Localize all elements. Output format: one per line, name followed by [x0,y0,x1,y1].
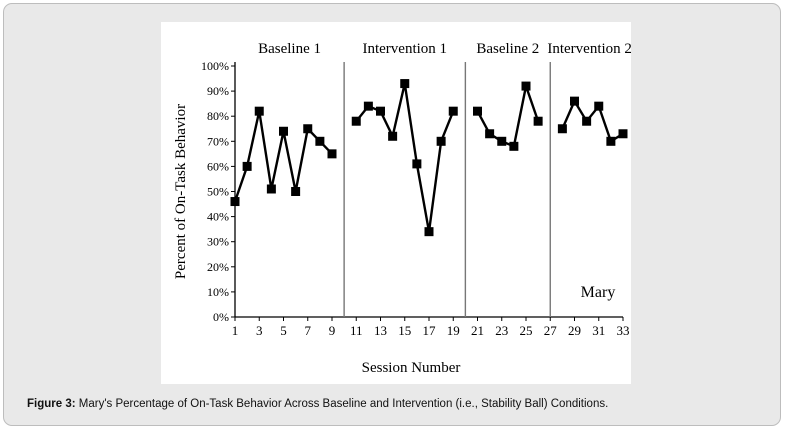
data-point [254,106,264,116]
data-point [351,116,361,126]
y-tick-label: 50% [207,185,229,199]
phase-label: Intervention 2 [547,41,631,57]
x-tick-label: 1 [232,323,239,338]
y-tick-label: 60% [207,159,229,173]
data-point [303,124,313,134]
x-tick-label: 7 [305,323,312,338]
data-point [279,126,288,136]
data-point [242,161,252,171]
x-tick-label: 23 [495,323,508,338]
data-point [315,136,325,146]
series-line [233,110,333,202]
data-point [533,116,543,126]
participant-annotation: Mary [581,284,616,301]
x-tick-label: 11 [350,323,363,338]
data-point [485,129,495,139]
x-tick-label: 19 [447,323,460,338]
chart-area: 0% 10% 20% 30% 40% 50% 60% 70% 80% 90% 100% 1 3 5 7 9 11… [161,22,631,384]
figure-card: 0% 10% 20% 30% 40% 50% 60% 70% 80% 90% 100% 1 3 5 7 9 11… [3,3,781,426]
y-tick-label: 20% [207,260,229,274]
data-point [448,106,458,116]
on-task-behavior-chart: 0%10%20%30%40%50%60%70%80%90%100%1 3 5 7 9 11… [173,41,631,376]
data-point [266,184,276,194]
figure-caption: Figure 3: Mary's Percentage of On-Task B… [27,398,608,410]
data-point [497,136,507,146]
data-point [473,106,482,116]
phase-label: Baseline 2 [476,41,539,57]
data-point [436,136,446,146]
phase-label: Baseline 1 [258,41,321,57]
x-tick-label: 33 [617,323,630,338]
y-tick-label: 100% [201,59,229,73]
y-tick-label: 0% [213,310,229,324]
data-point [606,136,616,146]
y-tick-label: 30% [207,235,229,249]
x-tick-label: 13 [374,323,387,338]
phase-label: Intervention 1 [362,41,447,57]
caption-label: Figure 3: [27,398,76,410]
data-point [412,159,422,169]
data-point [618,129,628,139]
data-point [557,124,567,134]
x-tick-label: 3 [256,323,263,338]
series-line [561,98,624,144]
data-point [291,187,301,196]
data-point [582,116,592,126]
x-tick-label: 29 [568,323,581,338]
data-point [521,81,531,91]
data-point [363,101,373,111]
y-tick-label: 10% [207,285,229,299]
data-point [400,79,410,89]
data-point [570,96,579,106]
x-tick-label: 31 [592,323,605,338]
x-tick-label: 25 [520,323,533,338]
y-tick-label: 80% [207,109,229,123]
y-axis-title: Percent of On-Task Behavior [173,104,189,279]
data-point [509,141,519,151]
y-tick-label: 70% [207,134,229,148]
data-point [388,131,398,141]
x-tick-label: 9 [329,323,336,338]
caption-text: Mary's Percentage of On-Task Behavior Ac… [75,398,609,410]
data-point [327,149,337,159]
y-tick-label: 40% [207,210,229,224]
data-point [424,227,434,237]
x-tick-label: 5 [280,323,287,338]
x-tick-label: 21 [471,323,484,338]
data-point [230,197,240,207]
x-tick-label: 27 [544,323,558,338]
data-point [376,106,385,116]
x-tick-label: 15 [398,323,411,338]
data-point [594,101,604,111]
x-axis-title: Session Number [362,360,461,376]
x-tick-label: 17 [423,323,437,338]
y-tick-label: 90% [207,84,229,98]
